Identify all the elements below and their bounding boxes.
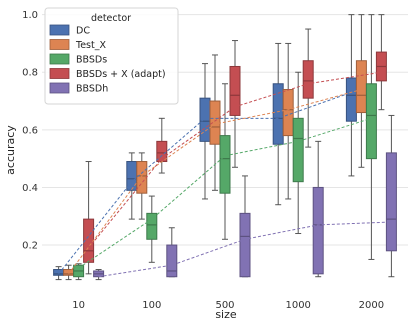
x-tick-label: 2000 [359, 300, 384, 311]
legend-label: BBSDs [76, 55, 107, 66]
legend-label: BBSDs + X (adapt) [76, 69, 166, 80]
legend-swatch [49, 24, 70, 36]
y-tick-label: 0.2 [22, 241, 38, 252]
box-body [385, 152, 397, 252]
box-body [312, 186, 324, 275]
legend-swatch [49, 68, 70, 79]
box-body [209, 100, 221, 145]
box-body [166, 244, 178, 278]
box-body [219, 135, 231, 194]
box-body [199, 97, 211, 142]
box-plot [375, 14, 387, 111]
legend-label: Test_X [75, 40, 106, 51]
legend-title: detector [91, 13, 131, 24]
box-plot [272, 42, 284, 206]
legend-swatch [49, 53, 70, 65]
box-plot [146, 195, 158, 263]
y-tick-label: 1.0 [22, 10, 38, 21]
x-tick-label: 10 [72, 300, 85, 311]
box-body [365, 83, 377, 160]
box-body [302, 60, 314, 99]
mean-line [88, 71, 382, 249]
x-axis-ticks: 10 100 500 1000 2000 [72, 300, 384, 311]
box-body [345, 77, 357, 122]
legend-items: DC Test_X BBSDs BBSDs + X (adapt) BBSDh [49, 24, 166, 95]
y-axis-label: accuracy [4, 125, 17, 175]
legend-swatch [49, 82, 70, 94]
legend-swatch [49, 39, 70, 50]
box-body [355, 60, 367, 114]
y-tick-label: 0.6 [22, 125, 38, 136]
box-plot [302, 28, 314, 148]
mean-lines [58, 71, 392, 278]
box-body [136, 161, 148, 194]
box-plot [365, 14, 377, 260]
x-axis-label: size [215, 308, 237, 321]
box-body [282, 89, 294, 137]
x-tick-label: 1000 [285, 300, 310, 311]
box-body [146, 212, 158, 240]
box-plot [282, 42, 294, 200]
x-tick-label: 500 [215, 300, 234, 311]
box-plot [385, 114, 397, 278]
box-body [239, 212, 251, 278]
box-plot [312, 140, 324, 278]
legend-frame [44, 7, 179, 105]
mean-line [68, 89, 362, 275]
y-axis-ticks: 0.2 0.4 0.6 0.8 1.0 [22, 10, 38, 251]
box-plot [93, 269, 105, 281]
box-body [292, 117, 304, 183]
box-plot [239, 175, 251, 278]
box-body [229, 65, 241, 116]
box-plot [292, 71, 304, 235]
legend: detector DC Test_X BBSDs BBSDs + X (adapt) B… [44, 7, 179, 105]
y-tick-label: 0.4 [22, 183, 38, 194]
y-tick-label: 0.8 [22, 68, 38, 79]
box-plot [229, 40, 241, 168]
mean-line [98, 221, 392, 278]
legend-label: BBSDh [76, 84, 108, 95]
mean-line [78, 117, 372, 269]
box-plots [53, 14, 397, 281]
legend-label: DC [76, 26, 90, 37]
box-plot [219, 83, 231, 240]
box-plot [166, 227, 178, 278]
x-tick-label: 100 [142, 300, 161, 311]
